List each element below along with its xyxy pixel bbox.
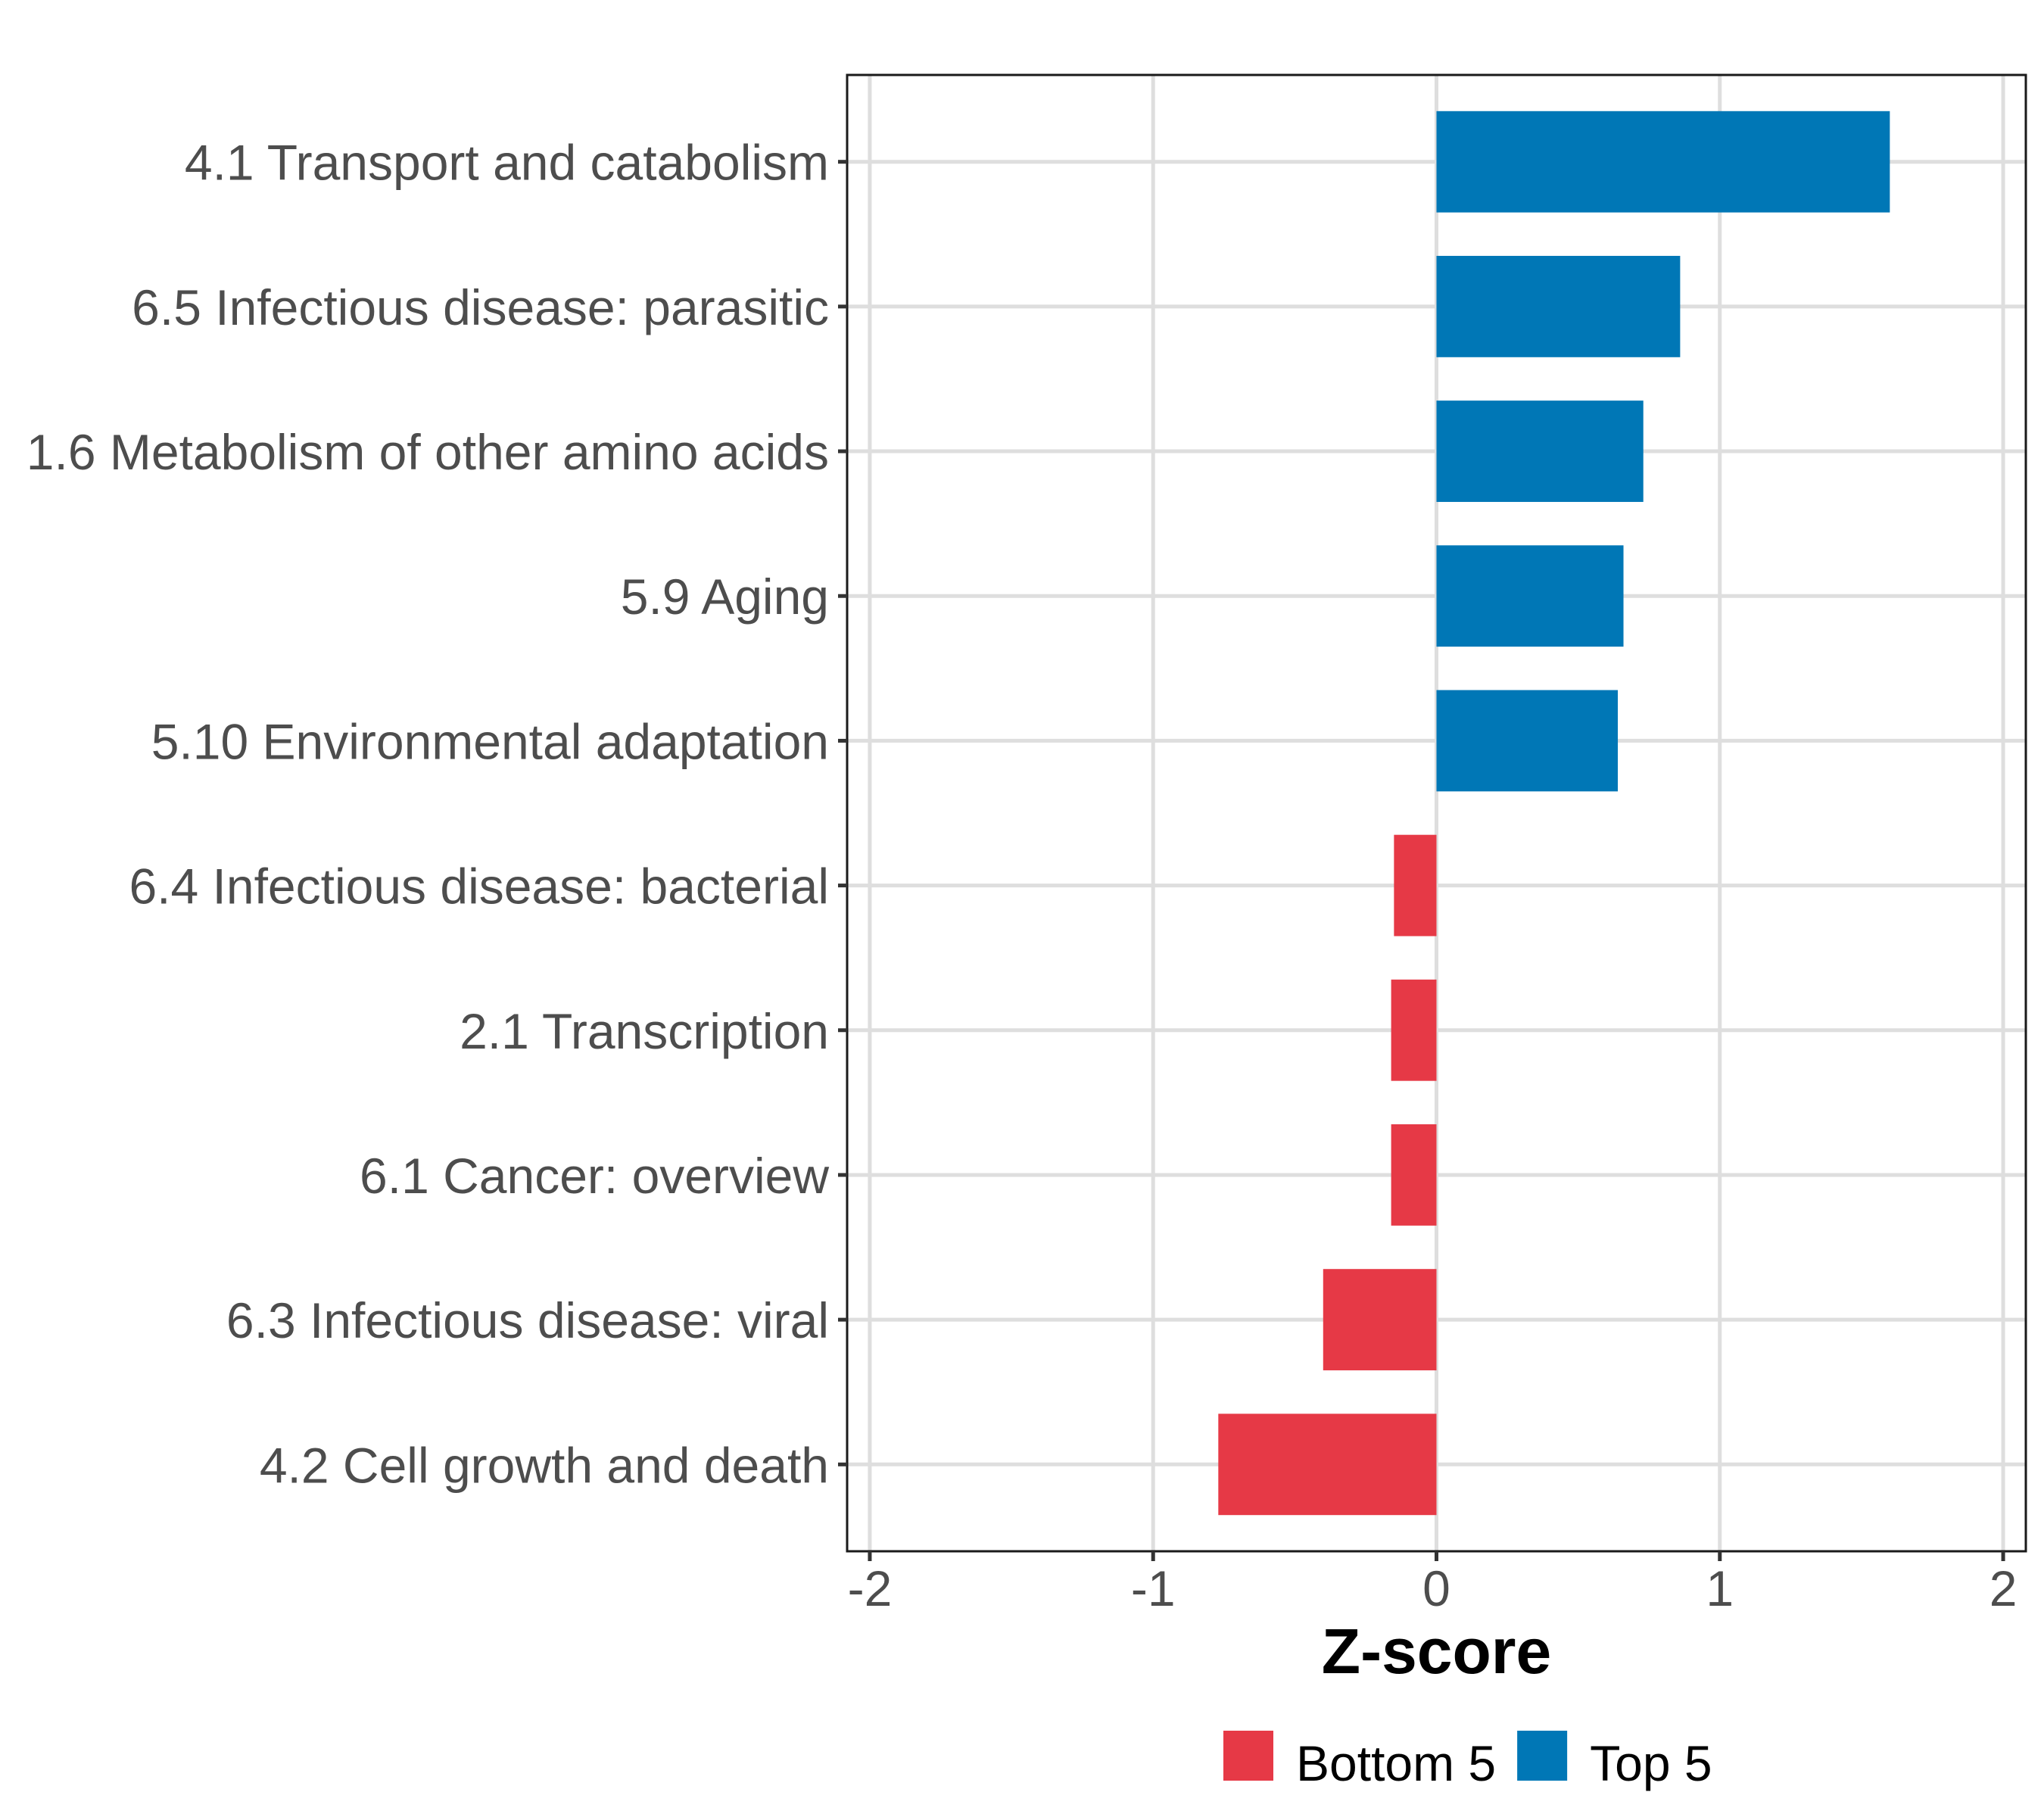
y-axis: 4.1 Transport and catabolism 6.5 Infectio… (26, 135, 847, 1493)
bar-bottom-9 (1323, 1269, 1437, 1371)
x-tick-label: 2 (1989, 1560, 2018, 1616)
legend-label: Bottom 5 (1296, 1735, 1496, 1791)
x-tick-label: 0 (1422, 1560, 1450, 1616)
legend-label: Top 5 (1590, 1735, 1712, 1791)
y-tick-label: 6.5 Infectious disease: parasitic (132, 279, 829, 335)
legend-item-top-5: Top 5 (1517, 1731, 1712, 1791)
bar-top-5 (1436, 690, 1619, 792)
legend-item-bottom-5: Bottom 5 (1223, 1731, 1496, 1791)
y-tick-label: 4.1 Transport and catabolism (185, 135, 829, 191)
x-axis-title: Z-score (1322, 1616, 1551, 1687)
x-tick-label: -2 (848, 1560, 893, 1616)
bar-bottom-6 (1394, 834, 1437, 937)
bar-top-4 (1436, 545, 1624, 647)
y-tick-label: 5.10 Environmental adaptation (151, 713, 829, 769)
legend-swatch (1223, 1731, 1273, 1781)
legend-swatch (1517, 1731, 1568, 1781)
x-tick-label: 1 (1706, 1560, 1734, 1616)
y-tick-label: 1.6 Metabolism of other amino acids (26, 424, 829, 480)
y-tick-label: 4.2 Cell growth and death (260, 1437, 829, 1493)
bar-top-3 (1436, 400, 1644, 502)
x-tick-label: -1 (1131, 1560, 1176, 1616)
y-tick-label: 6.1 Cancer: overview (360, 1148, 829, 1204)
legend: Bottom 5 Top 5 (1223, 1731, 1712, 1791)
bars (1218, 111, 1890, 1516)
y-tick-label: 5.9 Aging (621, 569, 829, 625)
bar-bottom-7 (1391, 979, 1437, 1081)
bar-top-1 (1436, 111, 1890, 213)
bar-top-2 (1436, 255, 1681, 357)
bar-bottom-10 (1218, 1413, 1437, 1516)
y-tick-label: 2.1 Transcription (460, 1003, 829, 1059)
bar-bottom-8 (1391, 1124, 1437, 1226)
x-axis: -2 -1 0 1 2 (848, 1551, 2018, 1616)
y-tick-label: 6.3 Infectious disease: viral (226, 1292, 829, 1348)
y-tick-label: 6.4 Infectious disease: bacterial (129, 859, 829, 915)
